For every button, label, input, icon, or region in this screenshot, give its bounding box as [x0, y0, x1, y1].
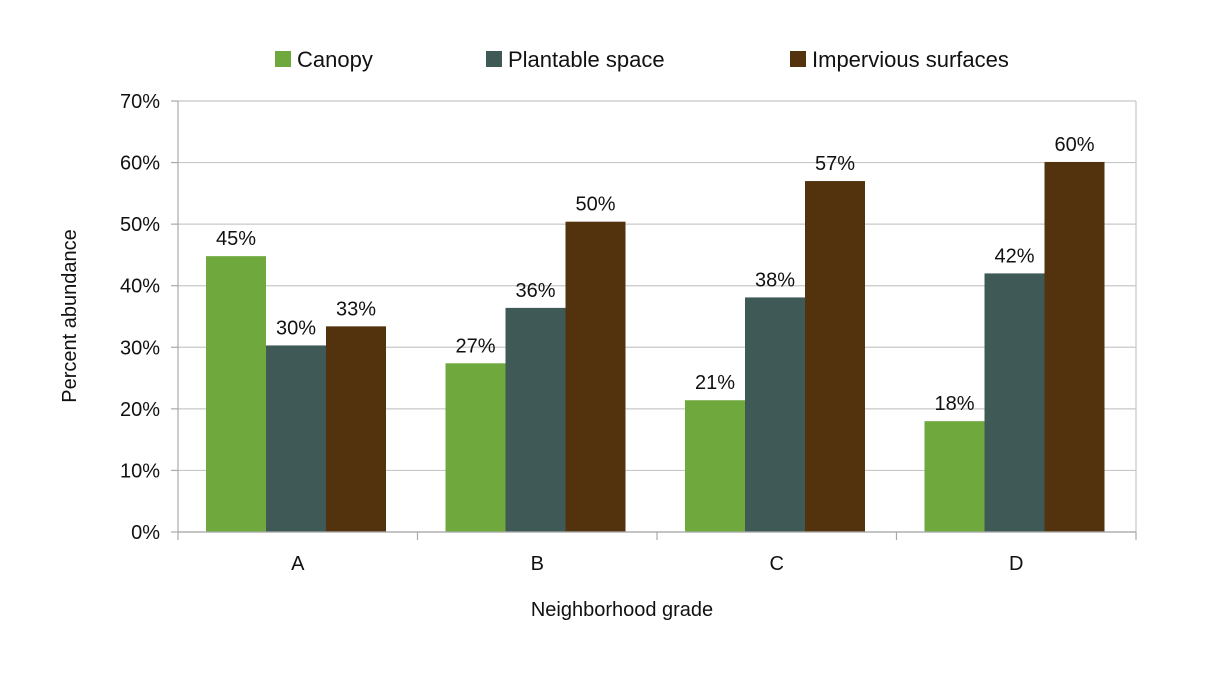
data-label: 36% — [515, 280, 555, 302]
x-tick-label: D — [1009, 553, 1023, 575]
legend-label: Impervious surfaces — [812, 47, 1009, 72]
y-tick-label: 10% — [120, 460, 160, 482]
data-label: 27% — [455, 335, 495, 357]
data-label: 50% — [575, 194, 615, 216]
bar-canopy — [206, 256, 266, 532]
legend-label: Plantable space — [508, 47, 665, 72]
legend-label: Canopy — [297, 47, 373, 72]
x-axis-label: Neighborhood grade — [531, 599, 713, 621]
data-label: 42% — [994, 245, 1034, 267]
y-tick-label: 0% — [131, 522, 160, 544]
bar-impervious-surfaces — [326, 326, 386, 532]
bar-canopy — [445, 363, 506, 532]
y-axis-label: Percent abundance — [59, 229, 81, 402]
data-label: 38% — [755, 269, 795, 291]
x-tick-label: B — [531, 553, 544, 575]
data-label: 21% — [695, 372, 735, 394]
bars: 45% 30% 33% 27% 36% 50% 21% 38% 57% 18% 42% 60% — [206, 134, 1105, 533]
legend-swatch — [790, 51, 806, 67]
y-tick-label: 60% — [120, 153, 160, 175]
y-tick-label: 40% — [120, 276, 160, 298]
bar-impervious-surfaces — [1044, 161, 1105, 532]
y-tick-label: 30% — [120, 337, 160, 359]
x-tick-label: A — [291, 553, 305, 575]
x-tick-label: C — [770, 553, 784, 575]
y-tick-label: 70% — [120, 91, 160, 113]
bar-plantable-space — [984, 273, 1045, 532]
legend: Canopy Plantable space Impervious surfaces — [275, 47, 1009, 72]
bar-impervious-surfaces — [565, 221, 626, 532]
data-label: 18% — [934, 393, 974, 415]
y-tick-label: 20% — [120, 399, 160, 421]
axes: 0% 10% 20% 30% 40% 50% 60% 70% A B C D — [120, 91, 1137, 575]
data-label: 33% — [336, 298, 376, 320]
bar-canopy — [685, 400, 745, 532]
data-label: 30% — [276, 317, 316, 339]
bar-plantable-space — [266, 345, 326, 532]
legend-swatch — [275, 51, 291, 67]
legend-swatch — [486, 51, 502, 67]
y-tick-label: 50% — [120, 214, 160, 236]
data-label: 45% — [216, 228, 256, 250]
data-label: 60% — [1054, 134, 1094, 156]
bar-plantable-space — [505, 307, 566, 532]
bar-plantable-space — [745, 297, 805, 532]
bar-impervious-surfaces — [805, 181, 865, 533]
bar-canopy — [924, 421, 985, 532]
data-label: 57% — [815, 153, 855, 175]
